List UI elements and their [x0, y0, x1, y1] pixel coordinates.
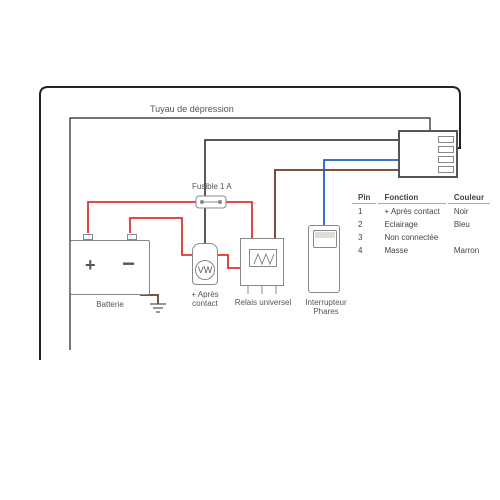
battery-terminal-neg — [127, 234, 137, 240]
headlight-switch-component — [308, 225, 340, 293]
table-row: 3 Non connectée — [352, 232, 490, 243]
fuse-label: Fusible 1 A — [192, 182, 232, 191]
battery-plus-icon: + — [85, 255, 96, 276]
fuse-icon — [196, 196, 226, 208]
pin-header-couleur: Couleur — [448, 192, 490, 204]
relay-label: Relais universel — [228, 298, 298, 307]
relay-window — [249, 249, 277, 267]
table-row: 1 + Après contact Noir — [352, 206, 490, 217]
connector-pin-1 — [438, 136, 454, 143]
battery-component: + − — [70, 240, 150, 295]
depression-tube-label: Tuyau de dépression — [150, 104, 234, 114]
connector-pin-4 — [438, 166, 454, 173]
table-row: 2 Eclairage Bleu — [352, 219, 490, 230]
switch-indicator — [315, 232, 335, 238]
relay-pins-icon — [248, 286, 276, 294]
relay-component — [240, 238, 284, 286]
wiring-diagram: + − Batterie VW + Après contact Relais u… — [0, 0, 500, 500]
red-wire-fuse-relay — [226, 202, 252, 238]
battery-minus-icon: − — [122, 251, 135, 277]
ground-icon — [150, 295, 166, 312]
pin-table: Pin Fonction Couleur 1 + Après contact N… — [350, 190, 492, 258]
ignition-label: + Après contact — [180, 290, 230, 308]
connector-pin-2 — [438, 146, 454, 153]
table-row: 4 Masse Marron — [352, 245, 490, 256]
pin-header-fonction: Fonction — [378, 192, 445, 204]
connector-pin-3 — [438, 156, 454, 163]
vw-logo-icon: VW — [195, 260, 215, 280]
battery-label: Batterie — [70, 300, 150, 309]
pin-header-pin: Pin — [352, 192, 376, 204]
switch-label: Interrupteur Phares — [298, 298, 354, 316]
relay-coil-icon — [250, 250, 278, 268]
battery-terminal-pos — [83, 234, 93, 240]
connector-component — [398, 130, 458, 178]
